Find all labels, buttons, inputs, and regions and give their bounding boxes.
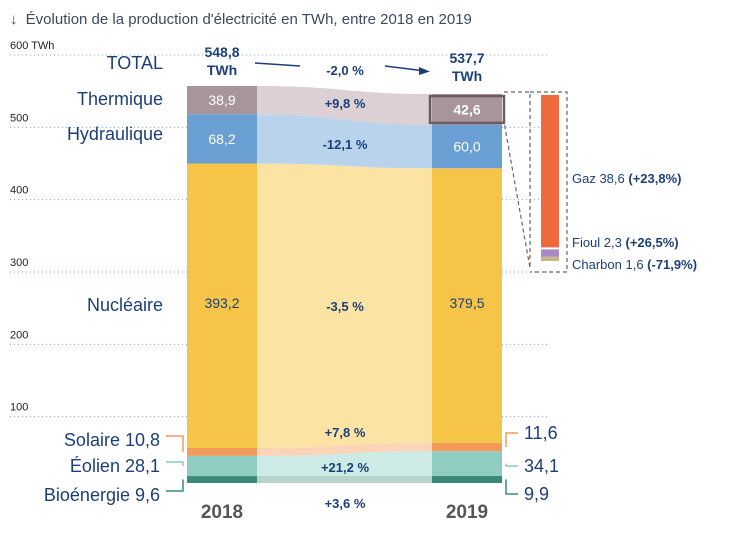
y-tick-label: 100 <box>10 402 28 414</box>
bar-2018-bioénergie <box>187 476 257 483</box>
bar-2019-thermique <box>432 94 502 125</box>
flow-solaire <box>257 442 432 456</box>
y-tick-label: 200 <box>10 329 28 341</box>
breakdown-bar-charbon <box>541 256 559 261</box>
y-tick-label: 500 <box>10 112 28 124</box>
total-label: TOTAL <box>107 53 163 73</box>
breakdown-label-charbon: Charbon 1,6 (-71,9%) <box>572 257 697 272</box>
value-nucléaire-2019: 379,5 <box>449 295 484 311</box>
leader-2019-solaire <box>505 432 518 447</box>
flow-thermique <box>257 86 432 125</box>
bar-2018-solaire <box>187 447 257 456</box>
title-text: Évolution de la production d'électricité… <box>26 11 472 28</box>
series-value-2019-solaire: 11,6 <box>524 423 558 443</box>
chart-title: ↓ Évolution de la production d'électrici… <box>10 11 472 28</box>
leader-2019-bioénergie <box>505 479 518 495</box>
flow-hydraulique <box>257 114 432 169</box>
leader-2018-éolien <box>166 461 184 466</box>
total-arrow-head <box>419 67 430 75</box>
total-arrow-line-a <box>254 62 301 67</box>
change-solaire: +7,8 % <box>325 425 366 440</box>
y-tick-label: 300 <box>10 257 28 269</box>
series-label-thermique: Thermique <box>77 89 163 109</box>
value-thermique-2018: 38,9 <box>208 92 235 108</box>
series-label-bioénergie: Bioénergie 9,6 <box>44 485 160 505</box>
series-label-éolien: Éolien 28,1 <box>70 456 160 476</box>
value-hydraulique-2019: 60,0 <box>453 139 480 155</box>
year-label-2018: 2018 <box>201 502 243 523</box>
bar-2018-nucléaire <box>187 163 257 448</box>
bar-2018-hydraulique <box>187 114 257 164</box>
breakdown-change: (+26,5%) <box>625 235 678 250</box>
breakdown-connector <box>503 91 531 269</box>
total-2019-unit: TWh <box>452 68 482 84</box>
leader-2018-solaire <box>166 435 184 452</box>
change-éolien: +21,2 % <box>321 460 370 475</box>
leader-2018-bioénergie <box>166 479 184 492</box>
change-nucléaire: -3,5 % <box>326 299 364 314</box>
bar-2019-bioénergie <box>432 475 502 483</box>
total-arrow-line-b <box>384 65 426 72</box>
thermique-breakdown <box>503 91 568 273</box>
breakdown-name: Fioul 2,3 <box>572 235 625 250</box>
series-label-hydraulique: Hydraulique <box>67 124 163 144</box>
gridlines: 100 200 300 400 500 600 TWh <box>10 40 550 418</box>
flow-bands <box>257 86 432 483</box>
series-label-nucléaire: Nucléaire <box>87 295 163 315</box>
bar-2018-éolien <box>187 455 257 477</box>
y-tick-label: 600 TWh <box>10 40 54 52</box>
breakdown-change: (-71,9%) <box>647 257 697 272</box>
bar-2019-nucléaire <box>432 168 502 443</box>
breakdown-name: Gaz 38,6 <box>572 171 628 186</box>
change-bioénergie: +3,6 % <box>325 496 366 511</box>
bar-2019-hydraulique <box>432 124 502 169</box>
breakdown-bar-fioul <box>541 249 559 257</box>
change-hydraulique: -12,1 % <box>323 137 368 152</box>
thermique-highlight-box <box>428 94 506 125</box>
bar-2019-éolien <box>432 451 502 476</box>
bar-2019-solaire <box>432 442 502 452</box>
series-value-2019-bioénergie: 9,9 <box>524 484 549 504</box>
breakdown-change: (+23,8%) <box>628 171 681 186</box>
leader-2019-éolien <box>505 463 518 467</box>
y-tick-label: 400 <box>10 185 28 197</box>
total-change: -2,0 % <box>326 63 364 78</box>
series-label-solaire: Solaire 10,8 <box>64 430 160 450</box>
title-arrow: ↓ <box>10 11 18 28</box>
total-2018-value: 548,8 <box>204 44 239 60</box>
breakdown-name: Charbon 1,6 <box>572 257 647 272</box>
total-2019-value: 537,7 <box>449 50 484 66</box>
breakdown-label-gaz: Gaz 38,6 (+23,8%) <box>572 171 682 186</box>
change-thermique: +9,8 % <box>325 96 366 111</box>
bar-2018-thermique <box>187 86 257 115</box>
series-value-2019-éolien: 34,1 <box>524 456 559 476</box>
breakdown-bracket <box>530 91 568 273</box>
flow-bioénergie <box>257 475 432 483</box>
total-2018-unit: TWh <box>207 62 237 78</box>
breakdown-label-fioul: Fioul 2,3 (+26,5%) <box>572 235 679 250</box>
bar-segments <box>187 86 506 483</box>
value-hydraulique-2018: 68,2 <box>208 131 235 147</box>
breakdown-bar-gaz <box>541 95 559 248</box>
year-label-2019: 2019 <box>446 502 488 523</box>
value-nucléaire-2018: 393,2 <box>204 295 239 311</box>
chart-labels: Charbon 1,6 (-71,9%) Fioul 2,3 (+26,5%) Ga… <box>44 44 697 523</box>
flow-nucléaire <box>257 163 432 448</box>
flow-éolien <box>257 451 432 477</box>
value-thermique-2019: 42,6 <box>453 101 480 117</box>
